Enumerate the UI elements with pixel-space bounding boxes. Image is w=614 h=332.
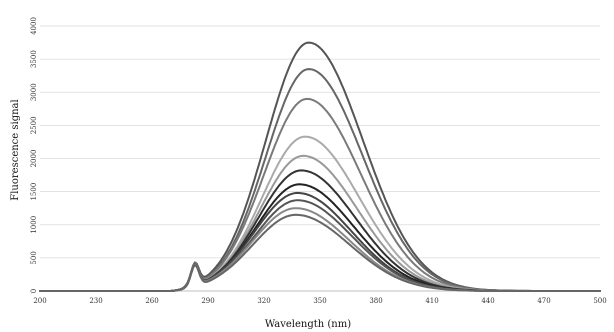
x-axis-title: Wavelength (nm) <box>265 319 351 330</box>
series-line-3 <box>39 97 601 292</box>
series-lines <box>39 41 601 292</box>
y-tick-label: 2500 <box>30 116 38 134</box>
x-tick-label: 410 <box>425 297 438 305</box>
series-line-10 <box>39 207 601 292</box>
y-tick-label: 4000 <box>30 17 38 35</box>
y-tick-label: 2000 <box>30 150 38 168</box>
y-tick-label: 1500 <box>30 183 38 201</box>
x-tick-label: 380 <box>369 297 382 305</box>
x-tick-label: 260 <box>145 297 158 305</box>
y-tick-label: 1000 <box>30 216 38 234</box>
x-tick-label: 440 <box>481 297 494 305</box>
series-line-6 <box>39 169 601 292</box>
x-tick-label: 350 <box>313 297 326 305</box>
series-line-4 <box>39 135 601 292</box>
x-tick-label: 470 <box>537 297 550 305</box>
series-line-11 <box>39 213 601 292</box>
y-axis-title: Fluorescence signal <box>10 99 21 200</box>
x-tick-labels: 200 230 260 290 320 350 380 410 440 470 500 <box>33 297 606 305</box>
x-tick-label: 500 <box>593 297 606 305</box>
x-tick-label: 200 <box>33 297 46 305</box>
y-tick-label: 500 <box>30 251 38 264</box>
x-tick-label: 320 <box>257 297 270 305</box>
y-tick-label: 0 <box>30 289 38 293</box>
series-line-5 <box>39 154 601 292</box>
y-tick-labels: 0 500 1000 1500 2000 2500 3000 3500 4000 <box>30 17 38 293</box>
series-line-9 <box>39 199 601 292</box>
y-tick-label: 3500 <box>30 50 38 68</box>
y-tick-label: 3000 <box>30 83 38 101</box>
gridlines <box>40 25 600 292</box>
x-tick-label: 230 <box>89 297 102 305</box>
x-tick-label: 290 <box>201 297 214 305</box>
series-line-1 <box>39 41 601 292</box>
